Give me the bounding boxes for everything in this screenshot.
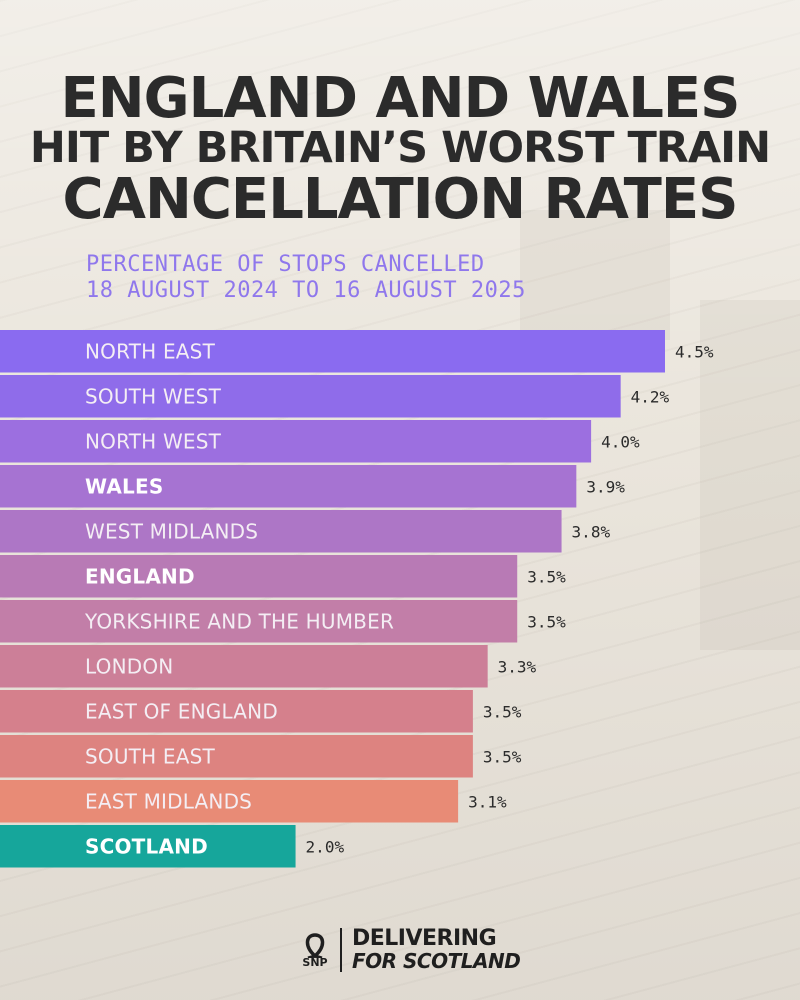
footer-logo: SNP DELIVERING FOR SCOTLAND xyxy=(300,925,521,975)
bar-wales xyxy=(0,465,577,508)
category-label: SOUTH WEST xyxy=(85,384,222,408)
category-label: SOUTH EAST xyxy=(85,744,216,768)
snp-logo-text: SNP xyxy=(302,955,328,969)
value-label: 4.5% xyxy=(675,342,714,361)
snp-loop-icon xyxy=(305,932,325,958)
value-label: 3.5% xyxy=(527,567,566,586)
category-label: NORTH WEST xyxy=(85,429,222,453)
category-label: YORKSHIRE AND THE HUMBER xyxy=(84,609,394,633)
value-label: 3.8% xyxy=(572,522,611,541)
tagline-line-2: FOR SCOTLAND xyxy=(352,949,521,973)
bar-north-west xyxy=(0,420,592,463)
bar-west-midlands xyxy=(0,510,562,553)
bar-south-east xyxy=(0,735,473,778)
bar-london xyxy=(0,645,488,688)
tagline-line-1: DELIVERING xyxy=(352,926,497,951)
value-label: 3.5% xyxy=(527,612,566,631)
value-label: 3.5% xyxy=(483,702,522,721)
category-label: EAST MIDLANDS xyxy=(85,789,252,813)
value-label: 2.0% xyxy=(306,837,345,856)
category-label: WALES xyxy=(85,474,163,498)
title-line-1: ENGLAND AND WALES xyxy=(60,66,740,131)
category-label: LONDON xyxy=(85,654,173,678)
snp-logo: SNP xyxy=(300,932,330,969)
bar-yorkshire-and-the-humber xyxy=(0,600,518,643)
value-label: 3.5% xyxy=(483,747,522,766)
category-label: ENGLAND xyxy=(85,564,195,588)
value-label: 3.9% xyxy=(586,477,625,496)
value-label: 4.0% xyxy=(601,432,640,451)
title-line-3: CANCELLATION RATES xyxy=(62,166,739,232)
bar-scotland xyxy=(0,825,296,868)
footer-tagline: DELIVERING FOR SCOTLAND xyxy=(352,926,521,973)
bar-east-of-england xyxy=(0,690,473,733)
subtitle-line-1: PERCENTAGE OF STOPS CANCELLED xyxy=(86,252,485,277)
bar-england xyxy=(0,555,518,598)
title-line-2: HIT BY BRITAIN’S WORST TRAIN xyxy=(29,123,771,174)
category-label: NORTH EAST xyxy=(85,339,216,363)
category-label: SCOTLAND xyxy=(85,834,208,858)
footer-divider xyxy=(340,928,342,972)
value-label: 3.3% xyxy=(498,657,537,676)
category-label: EAST OF ENGLAND xyxy=(85,699,278,723)
bar-north-east xyxy=(0,330,665,373)
subtitle-line-2: 18 AUGUST 2024 TO 16 AUGUST 2025 xyxy=(86,278,526,303)
background-building xyxy=(520,210,670,340)
bar-south-west xyxy=(0,375,621,418)
value-label: 3.1% xyxy=(468,792,507,811)
chart-title: ENGLAND AND WALES HIT BY BRITAIN’S WORST… xyxy=(0,70,800,228)
bar-east-midlands xyxy=(0,780,459,823)
value-label: 4.2% xyxy=(631,387,670,406)
chart-subtitle: PERCENTAGE OF STOPS CANCELLED 18 AUGUST … xyxy=(86,252,526,304)
category-label: WEST MIDLANDS xyxy=(85,519,258,543)
background-building xyxy=(700,300,800,650)
